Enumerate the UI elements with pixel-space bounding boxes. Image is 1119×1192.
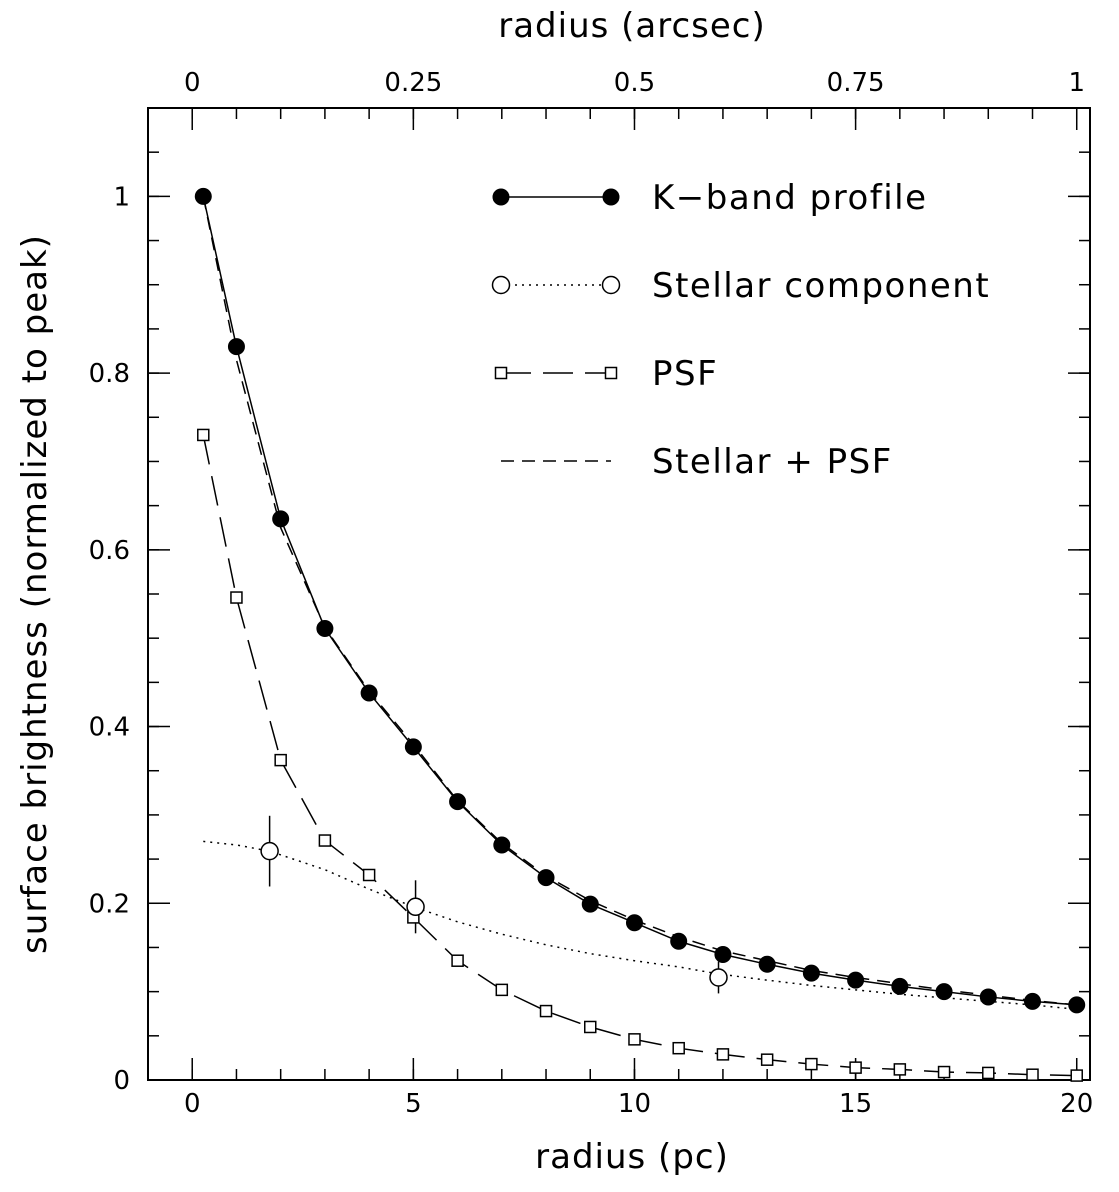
psf-marker — [628, 1033, 641, 1046]
psf-marker — [1070, 1069, 1083, 1082]
x2-tick-label: 1 — [1068, 68, 1085, 98]
k-band-marker — [272, 510, 290, 528]
psf-marker — [1026, 1068, 1039, 1081]
x2-tick-label: 0.75 — [827, 68, 885, 98]
x2-tick-label: 0 — [184, 68, 201, 98]
psf-marker — [893, 1063, 907, 1076]
legend-label: Stellar component — [652, 266, 990, 306]
x-tick-label: 0 — [184, 1089, 201, 1119]
x-tick-label: 20 — [1060, 1089, 1093, 1119]
psf-marker — [230, 591, 243, 604]
k-band-marker — [316, 619, 334, 637]
x-tick-label: 5 — [405, 1089, 422, 1119]
k-band-marker — [227, 338, 245, 356]
k-band-marker — [360, 684, 378, 702]
psf-marker — [495, 983, 509, 997]
psf-marker — [451, 954, 464, 967]
k-band-marker — [714, 946, 732, 964]
x2-axis-title: radius (arcsec) — [498, 6, 766, 46]
psf-marker — [937, 1065, 951, 1079]
y-axis-title: surface brightness (normalized to peak) — [15, 234, 55, 954]
k-band-marker — [449, 793, 467, 811]
legend-label: K−band profile — [652, 178, 928, 218]
k-band-marker — [979, 988, 997, 1006]
stellar-marker — [491, 275, 511, 295]
k-band-marker — [670, 932, 688, 950]
legend: K−band profile Stellar component PSF Stella… — [491, 178, 990, 482]
major-ticks — [148, 108, 1090, 1081]
x2-tick-label: 0.25 — [384, 68, 442, 98]
series-layer — [194, 187, 1086, 1082]
legend-label: Stellar + PSF — [652, 442, 893, 482]
k-band-marker — [758, 955, 776, 973]
psf-marker — [197, 428, 210, 442]
x-tick-label: 10 — [618, 1089, 651, 1119]
stellar-marker — [406, 897, 425, 917]
psf-marker — [539, 1004, 553, 1018]
y-tick-label: 1 — [113, 182, 130, 212]
stellar-marker — [260, 841, 279, 861]
k-band-marker — [492, 188, 510, 206]
psf-marker — [982, 1066, 995, 1080]
y-tick-label: 0.2 — [89, 889, 130, 919]
minor-ticks — [147, 107, 1090, 1081]
psf-marker — [760, 1053, 774, 1066]
psf-marker — [494, 366, 508, 380]
k-band-line — [202, 196, 1077, 1006]
k-band-marker — [891, 977, 909, 995]
psf-line — [202, 434, 1077, 1077]
psf-marker — [318, 834, 332, 847]
psf-marker — [672, 1041, 685, 1055]
y-tick-label: 0.4 — [89, 713, 130, 743]
x-axis-title: radius (pc) — [535, 1137, 729, 1177]
k-band-marker — [602, 188, 620, 206]
tick-labels: 0 5 10 15 200 0.25 0.5 0.75 100.20.40.60.81 — [89, 68, 1094, 1119]
k-band-marker — [404, 738, 422, 756]
k-band-marker — [537, 869, 555, 887]
psf-marker — [584, 1020, 597, 1034]
stellar-plus-psf-line — [202, 196, 1077, 1006]
k-band-marker — [847, 971, 865, 989]
stellar-marker — [709, 968, 728, 987]
x-tick-label: 15 — [839, 1089, 872, 1119]
k-band-marker — [625, 914, 643, 932]
k-band-marker — [581, 895, 599, 913]
psf-marker — [805, 1057, 818, 1071]
k-band-marker — [1024, 992, 1042, 1010]
k-band-marker — [935, 983, 953, 1001]
psf-marker — [274, 753, 287, 767]
psf-marker — [604, 366, 618, 380]
psf-marker — [362, 868, 376, 882]
legend-label: PSF — [652, 354, 718, 394]
stellar-component-line — [203, 840, 1077, 1011]
y-tick-label: 0 — [113, 1066, 130, 1096]
k-band-marker — [802, 964, 820, 982]
k-band-marker — [1068, 996, 1086, 1014]
psf-marker — [849, 1061, 862, 1074]
x2-tick-label: 0.5 — [614, 68, 655, 98]
y-tick-label: 0.6 — [89, 536, 130, 566]
y-tick-label: 0.8 — [89, 359, 130, 389]
plot-frame — [147, 107, 1091, 1081]
psf-marker — [716, 1048, 730, 1061]
stellar-marker — [601, 275, 621, 295]
k-band-marker — [194, 187, 212, 205]
k-band-marker — [493, 836, 511, 854]
